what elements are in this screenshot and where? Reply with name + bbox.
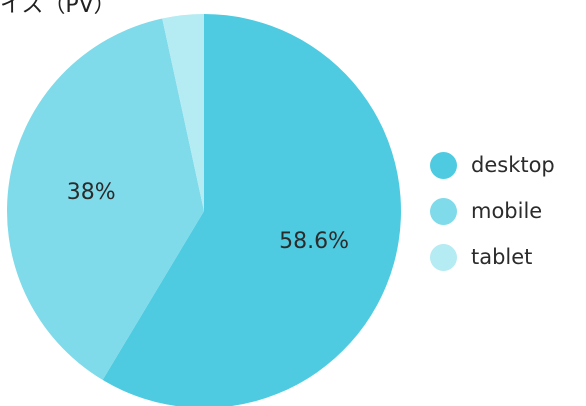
legend-item-desktop: desktop xyxy=(430,142,555,188)
legend-label-mobile: mobile xyxy=(471,199,543,223)
legend-swatch-tablet xyxy=(430,243,457,271)
pie-slices xyxy=(6,14,401,406)
pie-slice-tablet xyxy=(162,14,204,211)
slice-label-mobile: 38% xyxy=(67,180,116,205)
legend-swatch-mobile xyxy=(430,197,457,225)
chart-title: イス（PV） xyxy=(0,0,116,18)
legend-swatch-desktop xyxy=(430,151,457,179)
legend-item-tablet: tablet xyxy=(430,234,555,280)
pie-slice-mobile xyxy=(6,18,204,380)
legend: desktop mobile tablet xyxy=(430,142,555,280)
slice-label-desktop: 58.6% xyxy=(279,229,349,254)
pie-slice-labels: 58.6% 38% xyxy=(67,180,349,254)
pie-slice-desktop xyxy=(102,14,401,406)
legend-label-tablet: tablet xyxy=(471,245,533,269)
legend-item-mobile: mobile xyxy=(430,188,555,234)
legend-label-desktop: desktop xyxy=(471,153,555,177)
